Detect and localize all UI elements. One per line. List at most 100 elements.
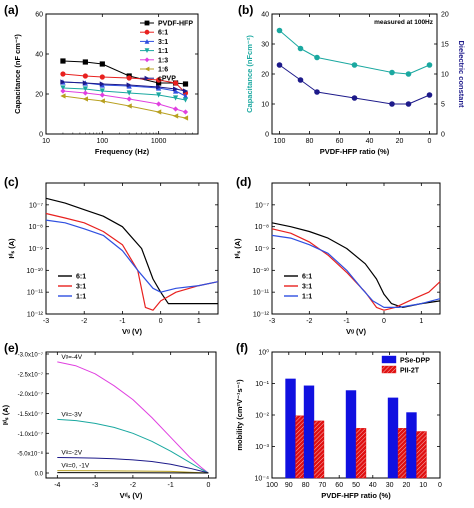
data-point-marker <box>156 77 162 83</box>
legend-label: 3:1 <box>76 284 86 291</box>
data-point-marker <box>99 74 105 80</box>
x-tick-label: 100 <box>96 138 108 145</box>
x-tick-label: 60 <box>336 138 344 145</box>
x-axis-label: PVDF-HFP ratio (%) <box>321 491 391 500</box>
x-tick-label: 0 <box>206 482 210 489</box>
data-point-marker <box>60 71 66 77</box>
plot-frame <box>45 351 217 479</box>
data-point-marker <box>99 88 105 94</box>
legend-label: 6:1 <box>158 30 168 37</box>
data-point-marker <box>144 48 150 53</box>
x-tick-label: 40 <box>366 138 374 145</box>
y-tick-label: 20 <box>261 72 269 79</box>
y-tick-label: 0 <box>265 132 269 139</box>
x-tick-label: 90 <box>285 482 293 489</box>
data-point-marker <box>60 88 66 94</box>
data-point-marker <box>126 90 132 96</box>
data-point-marker <box>82 86 88 92</box>
x-tick-label: -1 <box>168 482 174 489</box>
y-tick-label: -3.0x10⁻⁷ <box>18 352 43 359</box>
legend-label: 1:3 <box>158 57 168 64</box>
x-tick-label: 80 <box>302 482 310 489</box>
y-tick-label: 10⁻¹¹ <box>27 290 44 297</box>
x-tick-label: 40 <box>369 482 377 489</box>
y-right-tick-label: 0 <box>441 132 445 139</box>
x-tick-label: 1 <box>197 318 201 325</box>
data-point-marker <box>99 92 105 98</box>
data-point-marker <box>144 66 150 72</box>
curve-label: Vᵍ=-3V <box>61 411 82 418</box>
x-axis-label: Vᵍ (V) <box>346 327 367 336</box>
transfer-curve <box>271 234 441 308</box>
data-point-marker <box>99 81 105 87</box>
data-point-marker <box>144 57 150 63</box>
y-tick-label: 20 <box>35 92 43 99</box>
y-right-tick-label: 5 <box>441 102 445 109</box>
y-tick-label: 0 <box>39 132 43 139</box>
data-point-marker <box>182 81 189 87</box>
data-point-marker <box>182 88 189 94</box>
data-point-marker <box>297 77 304 83</box>
x-tick-label: -2 <box>130 482 136 489</box>
x-tick-label: -3 <box>43 318 49 325</box>
data-point-marker <box>389 101 395 107</box>
plot-frame <box>271 13 438 135</box>
x-tick-label: -4 <box>54 482 60 489</box>
y-tick-label: 10⁻⁴ <box>255 476 270 483</box>
legend-swatch <box>381 355 397 364</box>
legend-label: PSe-DPP <box>400 358 430 365</box>
y-tick-label: 10⁻³ <box>255 444 269 451</box>
x-tick-label: 1 <box>419 318 423 325</box>
curve-label: Vᵍ=-2V <box>61 450 82 457</box>
y-tick-label: -1.5x10⁻⁷ <box>18 411 43 418</box>
transfer-curve <box>271 228 441 311</box>
data-point-marker <box>82 90 88 96</box>
x-tick-label: 0 <box>382 318 386 325</box>
transfer-curve <box>45 212 219 311</box>
y-tick-label: 10⁻⁷ <box>29 202 43 209</box>
y-tick-label: 10⁻⁸ <box>255 224 269 231</box>
panel-f: (f)100 90 80 70 60 50 40 30 20 10 010⁻⁴10⁻³10⁻²10⁻… <box>235 341 442 500</box>
data-point-marker <box>172 106 179 112</box>
panel-label: (e) <box>4 341 19 355</box>
data-point-marker <box>82 73 88 79</box>
y-tick-label: 10⁻¹² <box>253 312 270 319</box>
data-point-marker <box>60 85 66 91</box>
data-point-marker <box>144 29 150 35</box>
transfer-curve <box>45 219 219 293</box>
data-point-marker <box>182 109 189 115</box>
data-point-marker <box>276 27 283 34</box>
data-point-marker <box>60 93 66 99</box>
curve-label: Vᵍ=0, -1V <box>61 463 90 470</box>
y-tick-label: 0.0 <box>35 472 44 478</box>
y-tick-label: 10⁻⁹ <box>29 246 43 253</box>
y-tick-label: 10⁻⁸ <box>29 224 43 231</box>
data-point-marker <box>276 62 283 68</box>
data-point-marker <box>172 113 179 119</box>
output-curve <box>57 418 209 474</box>
y-axis-label: Capacitance (nFcm⁻²) <box>245 35 254 113</box>
y-tick-label: -2.5x10⁻⁷ <box>18 371 43 378</box>
legend-label: PII-2T <box>400 368 420 375</box>
bar <box>406 412 417 479</box>
y-tick-label: 10⁻¹ <box>255 381 269 388</box>
panel-d: (d) -3 -2 -1 0 1 10⁻¹² 10⁻¹¹ 10⁻¹⁰ 10⁻⁹ 10⁻⁸ 10⁻⁷ Vᵍ… <box>233 175 441 336</box>
legend-swatch <box>381 365 397 374</box>
y-axis-label: mobility (cm²V⁻¹s⁻¹) <box>235 379 244 451</box>
data-point-marker <box>182 115 189 121</box>
bar <box>355 428 367 479</box>
panel-e: (e) -4 -3 -2 -1 0 0.0 -5.0x10⁻⁸ -1.0x10⁻⁷ -1.5x10… <box>1 341 217 500</box>
plot-frame <box>271 182 441 315</box>
data-point-marker <box>60 79 66 85</box>
data-point-marker <box>99 98 105 104</box>
x-tick-label: 0 <box>159 318 163 325</box>
y-tick-label: -1.0x10⁻⁷ <box>18 431 43 438</box>
legend-label: cPVP <box>158 76 176 83</box>
x-tick-label: 100 <box>274 138 286 145</box>
output-curve <box>57 457 209 474</box>
legend-label: PVDF-HFP <box>158 21 193 28</box>
y-tick-label: 10⁻¹¹ <box>253 290 270 297</box>
y-tick-label: 10⁰ <box>258 349 269 357</box>
data-point-marker <box>389 69 395 76</box>
data-point-marker <box>156 92 162 98</box>
